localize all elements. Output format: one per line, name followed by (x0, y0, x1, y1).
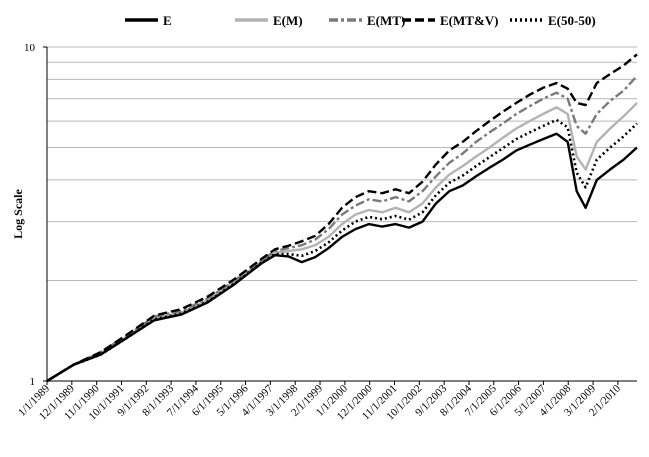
y-tick-label-top: 10 (24, 42, 36, 54)
legend-label: E(50-50) (548, 13, 596, 28)
series-line-e-m- (46, 102, 638, 383)
series-line-e-mt- (46, 74, 638, 383)
y-tick-label-bottom: 1 (30, 376, 36, 388)
y-axis-label: Log Scale (11, 188, 25, 238)
series-line-e-50-50- (46, 118, 638, 383)
series-line-e-mt-v- (46, 53, 638, 383)
axes (43, 46, 637, 385)
legend-label: E(MT) (367, 13, 405, 28)
legend-label: E(MT&V) (440, 13, 499, 28)
legend: E E(M) E(MT) E(MT&V) E(50-50) (125, 13, 596, 28)
legend-label: E(M) (273, 13, 303, 28)
horizontal-gridlines (47, 46, 637, 382)
series-line-e (46, 132, 638, 383)
x-tick-labels: 1/1/198912/1/198911/1/199010/1/19919/1/1… (16, 382, 623, 422)
legend-label: E (163, 13, 172, 28)
series-lines (46, 53, 638, 383)
